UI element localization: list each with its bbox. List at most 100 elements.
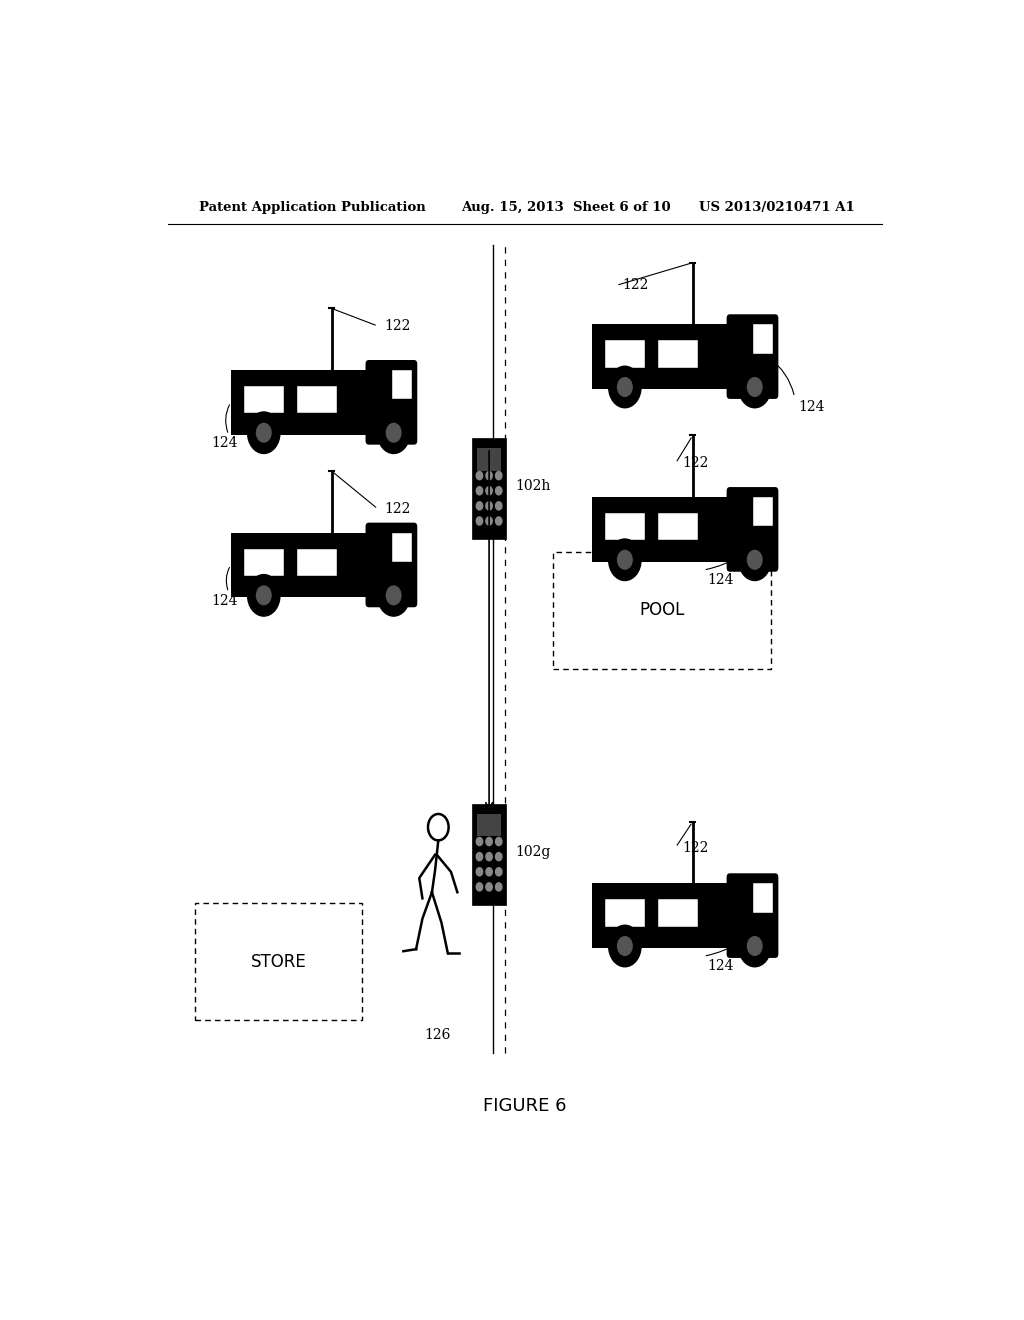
Bar	[244, 549, 284, 576]
Text: 122: 122	[384, 319, 411, 333]
FancyBboxPatch shape	[727, 874, 778, 958]
Circle shape	[486, 883, 493, 891]
Circle shape	[738, 925, 771, 966]
Text: 102g: 102g	[515, 845, 551, 858]
Circle shape	[476, 517, 482, 525]
Bar	[392, 370, 413, 399]
Circle shape	[248, 574, 280, 616]
Bar	[657, 513, 698, 540]
Text: STORE: STORE	[251, 953, 306, 972]
Circle shape	[386, 586, 401, 605]
Bar	[605, 899, 645, 927]
Circle shape	[608, 925, 641, 966]
Circle shape	[738, 366, 771, 408]
Bar	[411, 598, 414, 606]
Circle shape	[608, 366, 641, 408]
Text: 124: 124	[708, 573, 734, 587]
Bar	[368, 532, 371, 598]
Circle shape	[476, 853, 482, 861]
Bar	[657, 899, 698, 927]
Circle shape	[486, 867, 493, 876]
Circle shape	[476, 487, 482, 495]
Circle shape	[486, 837, 493, 846]
Text: 124: 124	[211, 594, 238, 607]
Text: 122: 122	[682, 457, 709, 470]
Bar	[753, 498, 773, 527]
Text: 126: 126	[424, 1027, 451, 1041]
Bar	[230, 532, 369, 598]
Bar	[244, 387, 284, 413]
Bar	[297, 387, 337, 413]
Circle shape	[386, 424, 401, 442]
Bar	[605, 513, 645, 540]
Circle shape	[617, 378, 632, 396]
Circle shape	[248, 412, 280, 454]
Circle shape	[608, 539, 641, 581]
Circle shape	[486, 517, 493, 525]
Bar	[472, 804, 506, 906]
Text: FIGURE 6: FIGURE 6	[483, 1097, 566, 1114]
Circle shape	[476, 502, 482, 510]
Text: 122: 122	[384, 502, 411, 516]
Circle shape	[486, 487, 493, 495]
Text: 124: 124	[211, 436, 238, 450]
Bar	[657, 341, 698, 368]
Circle shape	[476, 867, 482, 876]
Text: POOL: POOL	[639, 601, 684, 619]
Bar	[196, 903, 362, 1020]
FancyBboxPatch shape	[366, 523, 417, 607]
Bar	[392, 533, 413, 562]
Bar	[728, 496, 732, 562]
Bar	[553, 552, 771, 669]
Circle shape	[256, 586, 271, 605]
Bar	[411, 434, 414, 444]
Circle shape	[748, 937, 762, 956]
Bar	[605, 341, 645, 368]
Bar	[368, 370, 371, 434]
Text: 122: 122	[682, 841, 709, 854]
Bar	[772, 562, 775, 570]
Text: 122: 122	[623, 279, 649, 293]
Circle shape	[496, 502, 502, 510]
Circle shape	[738, 539, 771, 581]
Circle shape	[256, 424, 271, 442]
Bar	[472, 438, 506, 539]
Bar	[230, 370, 369, 434]
Text: Patent Application Publication: Patent Application Publication	[200, 201, 426, 214]
Bar	[297, 549, 337, 576]
Circle shape	[476, 883, 482, 891]
Bar	[753, 883, 773, 912]
Bar	[592, 883, 730, 948]
Circle shape	[476, 837, 482, 846]
Circle shape	[748, 378, 762, 396]
Bar	[753, 325, 773, 354]
Circle shape	[496, 837, 502, 846]
Circle shape	[496, 883, 502, 891]
Text: 124: 124	[708, 960, 734, 973]
Circle shape	[496, 471, 502, 479]
Circle shape	[486, 502, 493, 510]
Circle shape	[486, 853, 493, 861]
Circle shape	[496, 867, 502, 876]
Bar	[728, 325, 732, 389]
Circle shape	[378, 574, 410, 616]
Bar	[772, 389, 775, 397]
Bar	[772, 948, 775, 957]
Bar	[728, 883, 732, 948]
Circle shape	[748, 550, 762, 569]
Circle shape	[496, 487, 502, 495]
Bar	[477, 814, 501, 837]
Circle shape	[496, 853, 502, 861]
Circle shape	[378, 412, 410, 454]
FancyBboxPatch shape	[727, 314, 778, 399]
Circle shape	[476, 471, 482, 479]
Text: Aug. 15, 2013  Sheet 6 of 10: Aug. 15, 2013 Sheet 6 of 10	[461, 201, 671, 214]
Circle shape	[486, 471, 493, 479]
Text: US 2013/0210471 A1: US 2013/0210471 A1	[699, 201, 855, 214]
Text: 102h: 102h	[515, 479, 551, 492]
Text: 124: 124	[799, 400, 825, 414]
Circle shape	[617, 937, 632, 956]
Circle shape	[496, 517, 502, 525]
Bar	[592, 325, 730, 389]
Bar	[477, 449, 501, 471]
